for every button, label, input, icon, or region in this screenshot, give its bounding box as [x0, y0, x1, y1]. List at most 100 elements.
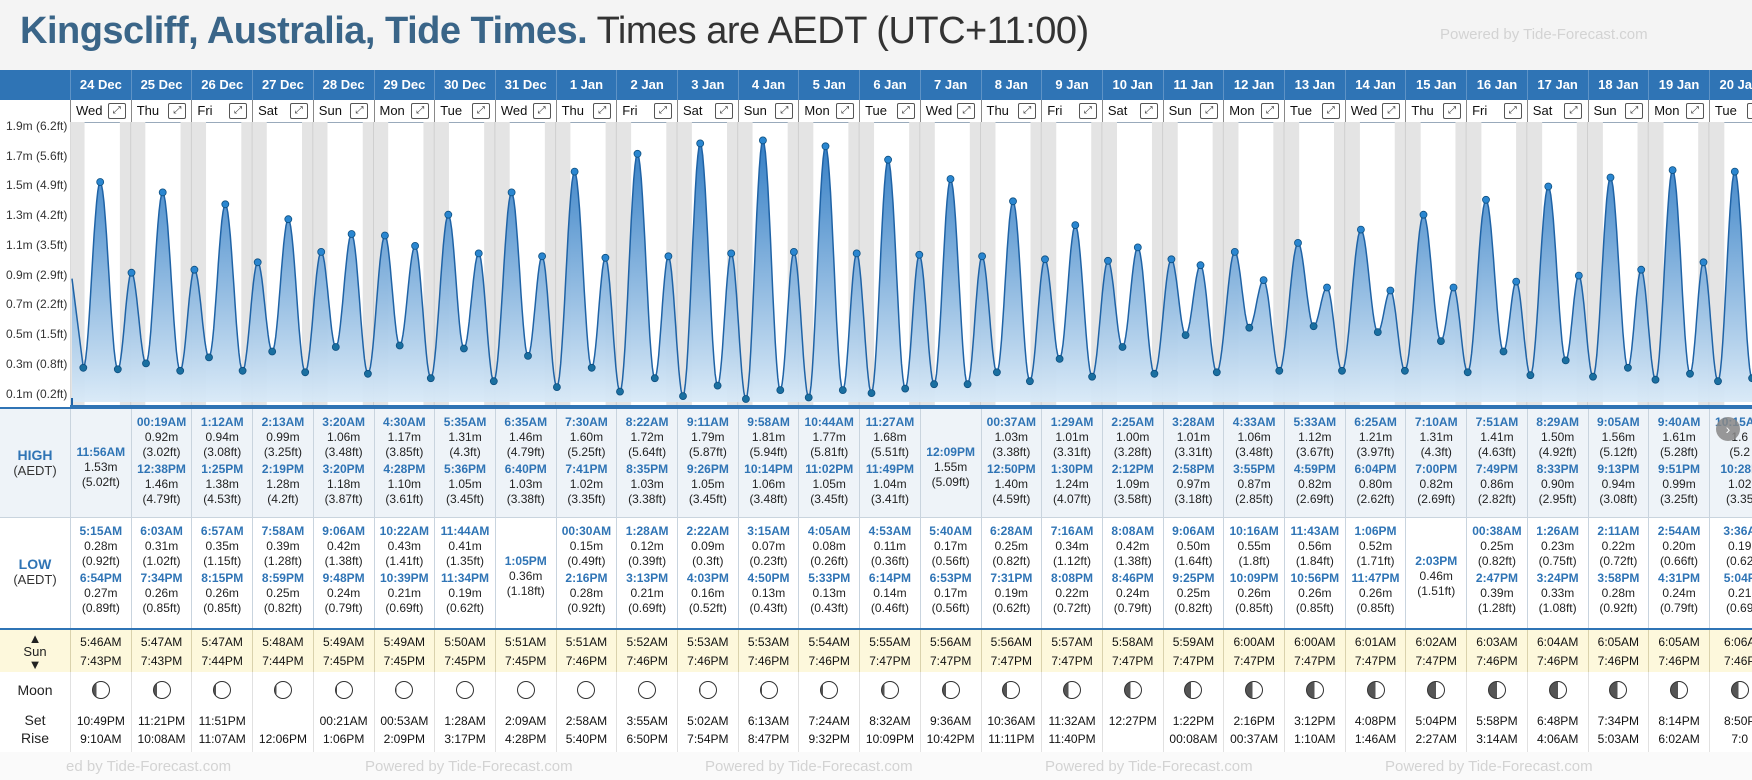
expand-icon[interactable]: ⤢: [1443, 103, 1462, 119]
y-axis-tick: 0.3m (0.8ft): [6, 356, 68, 371]
high-tide-height-ft: (4.3ft): [1420, 445, 1452, 459]
expand-icon[interactable]: ⤢: [1321, 103, 1340, 119]
low-tide-height-m: 0.42m: [1116, 539, 1150, 553]
high-tide-entry: 8:29AM 1.50m (4.92ft): [1528, 415, 1588, 460]
expand-icon[interactable]: ⤢: [532, 103, 551, 119]
low-tide-entry: 11:34PM 0.19m (0.62ft): [435, 571, 495, 616]
date-cell: 17 Jan: [1526, 70, 1588, 100]
high-tide-time: 9:05AM: [1597, 415, 1640, 429]
high-tide-point: [759, 136, 767, 145]
expand-icon[interactable]: ⤢: [593, 103, 612, 119]
expand-icon[interactable]: ⤢: [289, 103, 308, 119]
high-tide-height-ft: (3.08ft): [203, 445, 242, 459]
expand-icon[interactable]: ⤢: [1260, 103, 1279, 119]
low-tide-time: 8:59PM: [261, 571, 304, 585]
date-cell: 15 Jan: [1405, 70, 1466, 100]
date-cell: 28 Dec: [312, 70, 374, 100]
high-tide-point: [538, 252, 546, 261]
sunrise-time: 5:59AM: [1172, 635, 1215, 649]
high-tide-entry: 5:36PM 1.05m (3.45ft): [435, 462, 495, 507]
expand-icon[interactable]: ⤢: [1685, 103, 1704, 119]
expand-icon[interactable]: ⤢: [471, 103, 490, 119]
expand-icon[interactable]: ⤢: [1139, 103, 1158, 119]
scroll-right-icon[interactable]: ›: [1716, 417, 1740, 441]
expand-icon[interactable]: ⤢: [1564, 103, 1583, 119]
high-tide-entry: 8:35PM 1.03m (3.38ft): [617, 462, 677, 507]
date-cell: 4 Jan: [737, 70, 799, 100]
moonrise-time: 00:37AM: [1230, 732, 1279, 746]
moon-phase-icon: [638, 681, 657, 699]
high-tide-time: 1:29AM: [1050, 415, 1094, 429]
tide-chart: 1.9m (6.2ft) 1.7m (5.6ft) 1.5m (4.9ft) 1.3m…: [0, 119, 1752, 407]
expand-icon[interactable]: ⤢: [775, 103, 794, 119]
expand-icon[interactable]: ⤢: [836, 103, 855, 119]
moon-phase-icon: [820, 681, 839, 699]
sunrise-time: 5:46AM: [80, 635, 122, 649]
low-tide-height-ft: (0.66ft): [1660, 554, 1699, 568]
sunrise-time: 5:53AM: [687, 635, 729, 649]
moon-phase-icon: [1245, 681, 1264, 699]
expand-icon[interactable]: ⤢: [350, 103, 369, 119]
high-tide-entry: 3:20PM 1.18m (3.87ft): [314, 462, 374, 507]
high-tide-height-m: 0.80m: [1358, 477, 1393, 491]
expand-icon[interactable]: ⤢: [957, 103, 976, 119]
low-tide-time: 3:13PM: [626, 571, 669, 585]
high-tide-entry: 3:28AM 1.01m (3.31ft): [1164, 415, 1224, 460]
expand-icon[interactable]: ⤢: [1018, 103, 1037, 119]
moon-phase-icon: [941, 681, 960, 699]
high-tide-height-ft: (3.18ft): [1174, 492, 1213, 506]
moon-cell: 12:27PM: [1101, 672, 1163, 752]
high-tide-height-m: 1.41m: [1480, 430, 1514, 444]
low-tide-entry: 8:46PM 0.24m (0.79ft): [1103, 571, 1163, 616]
low-tide-height-ft: (1.15ft): [203, 554, 242, 568]
expand-icon[interactable]: ⤢: [1078, 103, 1097, 119]
low-tide-point: [1088, 372, 1096, 381]
high-tide-point: [570, 167, 579, 176]
sunset-time: 7:47PM: [1112, 654, 1154, 668]
sun-label: ▲ Sun ▼: [0, 632, 70, 671]
expand-icon[interactable]: ⤢: [168, 103, 187, 119]
sunrise-time: 5:56AM: [929, 635, 972, 649]
expand-icon[interactable]: ⤢: [229, 103, 248, 119]
high-tide-point: [507, 188, 516, 197]
high-tide-height-m: 1.31m: [448, 430, 482, 444]
date-cell: 7 Jan: [919, 70, 981, 100]
expand-icon[interactable]: ⤢: [411, 103, 430, 119]
night-band: [1334, 122, 1345, 407]
low-tide-height-m: 0.46m: [1419, 569, 1453, 583]
expand-icon[interactable]: ⤢: [1503, 103, 1522, 119]
sun-cell: 6:04AM 7:46PM: [1526, 630, 1588, 674]
expand-icon[interactable]: ⤢: [1625, 103, 1644, 119]
low-tide-point: [1463, 368, 1472, 377]
high-tide-height-m: 1.77m: [812, 430, 846, 444]
expand-icon[interactable]: ⤢: [1382, 103, 1401, 119]
expand-icon[interactable]: ⤢: [653, 103, 672, 119]
expand-icon[interactable]: ⤢: [1746, 103, 1752, 119]
low-tide-height-ft: (0.79ft): [1113, 601, 1152, 615]
low-tide-point: [176, 366, 185, 375]
low-tide-height-ft: (0.85ft): [142, 601, 181, 615]
expand-icon[interactable]: ⤢: [107, 103, 126, 119]
high-tide-height-ft: (3.25ft): [1660, 492, 1699, 506]
high-tide-point: [1294, 239, 1302, 247]
expand-icon[interactable]: ⤢: [1200, 103, 1219, 119]
high-tide-height-m: 1.12m: [1298, 430, 1332, 444]
low-tide-point: [930, 380, 938, 389]
low-tide-time: 4:03PM: [686, 571, 729, 585]
sunset-time: 7:46PM: [747, 654, 790, 668]
expand-icon[interactable]: ⤢: [714, 103, 733, 119]
weekday-label: Mon: [1654, 103, 1680, 118]
high-tide-entry: 12:50PM 1.40m (4.59ft): [982, 462, 1042, 507]
expand-icon[interactable]: ⤢: [896, 103, 915, 119]
high-tide-point: [1230, 247, 1239, 256]
high-tide-time: 11:49PM: [865, 462, 914, 476]
low-tide-height-ft: (0.92ft): [81, 554, 120, 568]
high-tide-point: [1104, 256, 1112, 265]
high-tide-height-m: 0.82m: [1419, 477, 1453, 491]
low-tide-height-ft: (1.12ft): [1053, 554, 1092, 568]
low-tide-entry: 3:24PM 0.33m (1.08ft): [1528, 571, 1588, 616]
high-tide-height-ft: (2.82ft): [1477, 492, 1516, 506]
moonset-time: 8:14PM: [1658, 714, 1700, 728]
moon-phase-icon: [1609, 681, 1628, 699]
high-tide-entry: 3:55PM 0.87m (2.85ft): [1224, 462, 1284, 507]
